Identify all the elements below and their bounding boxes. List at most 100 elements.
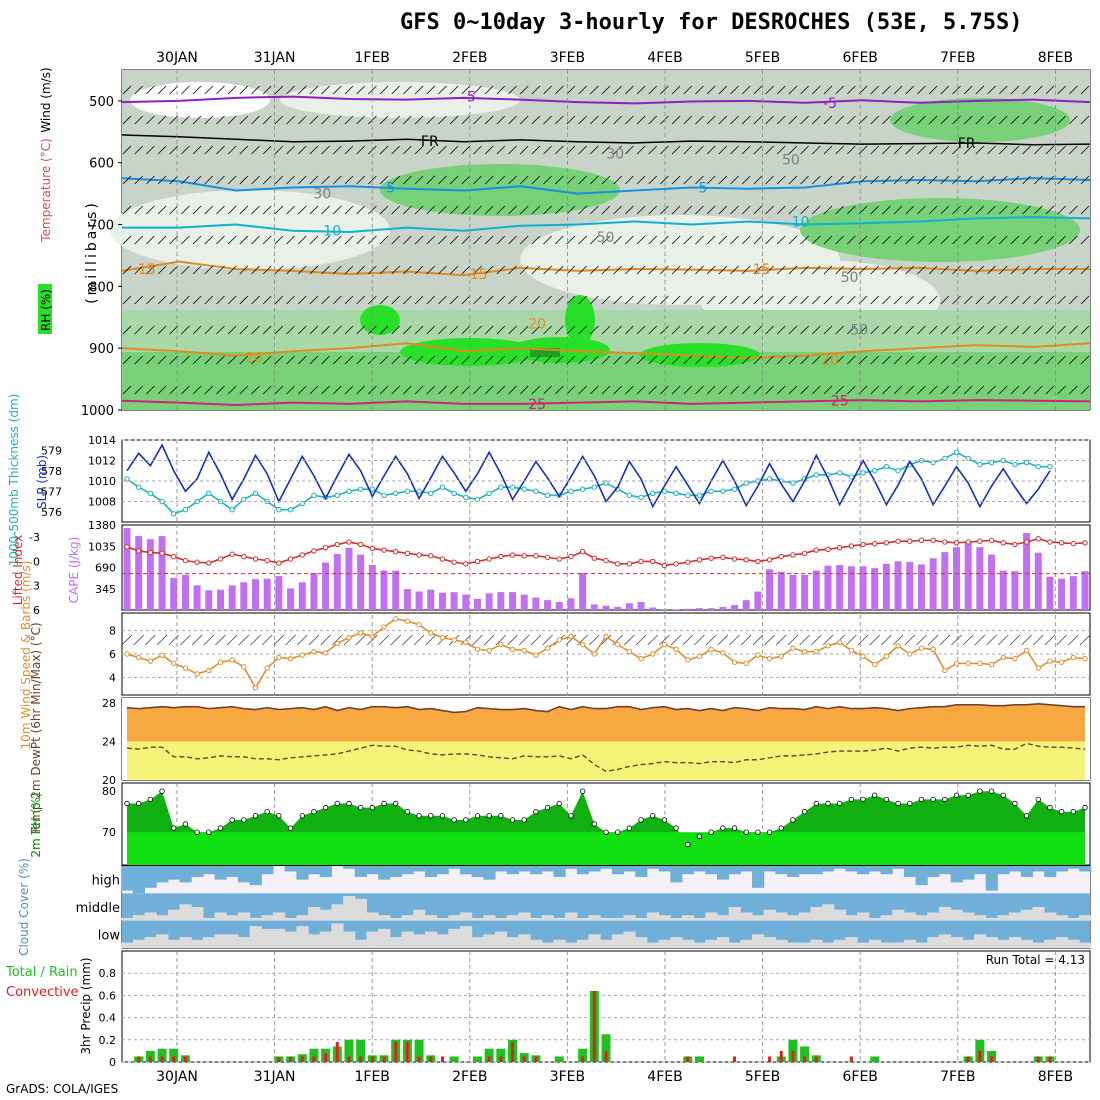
wind-speed-line-point (755, 652, 761, 658)
wind-barb (835, 355, 844, 365)
wind-barb (613, 175, 622, 185)
wind-barb (625, 85, 634, 95)
wind-barb (543, 265, 552, 275)
wind-speed-line-point (1035, 665, 1041, 671)
wind-barb (309, 235, 319, 245)
wind-barb (204, 175, 214, 185)
wind-barb (823, 295, 833, 305)
wind-barb (543, 115, 552, 125)
wind-barb (251, 355, 260, 365)
wind-barb (730, 385, 739, 395)
wind-barb (975, 85, 985, 95)
wind-barb (590, 385, 599, 395)
cloud-clear-bar (553, 939, 566, 948)
wind-barb (216, 205, 225, 215)
thickness-line-point (135, 484, 142, 490)
wind-barb (963, 235, 973, 245)
wind-barb (741, 355, 751, 365)
wind-barb (823, 205, 833, 215)
wind-barb (893, 85, 903, 95)
wind-barb (1022, 85, 1031, 95)
wind-barb (882, 385, 891, 395)
cloud-clear-bar (1009, 937, 1022, 948)
wind-barb (122, 145, 132, 155)
wind-barb (378, 634, 390, 646)
cloud-clear-bar (541, 942, 554, 948)
cloud-high-bar (530, 866, 543, 875)
wind-barb (414, 175, 424, 185)
wind-barb (321, 85, 330, 95)
wind-barb (648, 145, 658, 155)
cloud-clear-bar (938, 934, 952, 948)
cloud-high-bar (483, 866, 496, 880)
cloud-clear-bar (798, 942, 811, 948)
rh-point (953, 792, 960, 798)
cloud-high-bar (950, 866, 963, 883)
wind-barb (987, 265, 996, 275)
y-tick-label: 6 (109, 648, 116, 661)
lifted-index-line-point (1012, 541, 1018, 548)
wind-barb (1033, 145, 1043, 155)
cloud-clear-bar (787, 942, 800, 948)
thickness-line-point (965, 455, 971, 462)
wind-barb (216, 85, 225, 95)
rh-point (171, 825, 177, 831)
wind-barb (484, 295, 494, 305)
cloud-high-bar (1009, 866, 1022, 872)
lifted-index-line-point (626, 561, 633, 567)
wind-barb (671, 325, 681, 335)
wind-barb (788, 265, 798, 275)
lifted-index-line-point (229, 551, 235, 557)
wind-barb (775, 634, 787, 646)
wind-barb (940, 235, 950, 245)
precip-conv-bar (592, 990, 596, 1062)
wind-barb (519, 145, 529, 155)
rh-point (942, 796, 948, 803)
wind-barb (204, 385, 214, 395)
wind-barb (730, 85, 739, 95)
wind-barb (391, 235, 400, 245)
cape-bar (672, 609, 680, 610)
wind-speed-line-point (930, 646, 936, 653)
cape-bar (240, 582, 248, 610)
wind-barb (578, 115, 587, 125)
wind-barb (274, 265, 284, 275)
wind-barb (122, 355, 132, 365)
cape-bar (473, 598, 481, 610)
contour-label: 50 (841, 270, 859, 286)
wind-barb (121, 634, 133, 646)
cloud-clear-bar (763, 909, 776, 921)
lifted-index-line-point (206, 560, 212, 566)
lifted-index-line-point (451, 559, 457, 565)
wind-barb (601, 115, 611, 125)
wind-barb (975, 295, 985, 305)
wind-barb (333, 115, 342, 125)
cloud-clear-bar (156, 934, 169, 948)
lifted-index-line-point (685, 559, 691, 565)
wind-barb (566, 205, 576, 215)
wind-barb (356, 175, 365, 185)
wind-barb (952, 265, 961, 275)
precip-conv-bar (779, 1050, 783, 1062)
cloud-clear-bar (845, 915, 858, 921)
wind-barb (648, 385, 658, 395)
wind-barb (146, 175, 155, 185)
legend-convective: Convective (6, 985, 79, 1000)
wind-barb (998, 205, 1008, 215)
wind-barb (1033, 175, 1043, 185)
cloud-clear-bar (600, 939, 613, 948)
cape-bar (847, 566, 855, 610)
cloud-high-bar (1067, 866, 1080, 869)
wind-speed-line-point (556, 637, 562, 643)
wind-barb (1069, 295, 1078, 305)
precip-conv-bar (581, 1056, 585, 1062)
wind-barb (519, 115, 529, 125)
wind-barb (379, 385, 389, 395)
wind-barb (227, 385, 237, 395)
cloud-clear-bar (1044, 939, 1057, 948)
wind-barb (800, 325, 809, 335)
wind-barb (975, 355, 985, 365)
contour-label: 30 (606, 146, 624, 162)
precip-conv-bar (347, 1056, 351, 1062)
wind-barb (134, 145, 143, 155)
